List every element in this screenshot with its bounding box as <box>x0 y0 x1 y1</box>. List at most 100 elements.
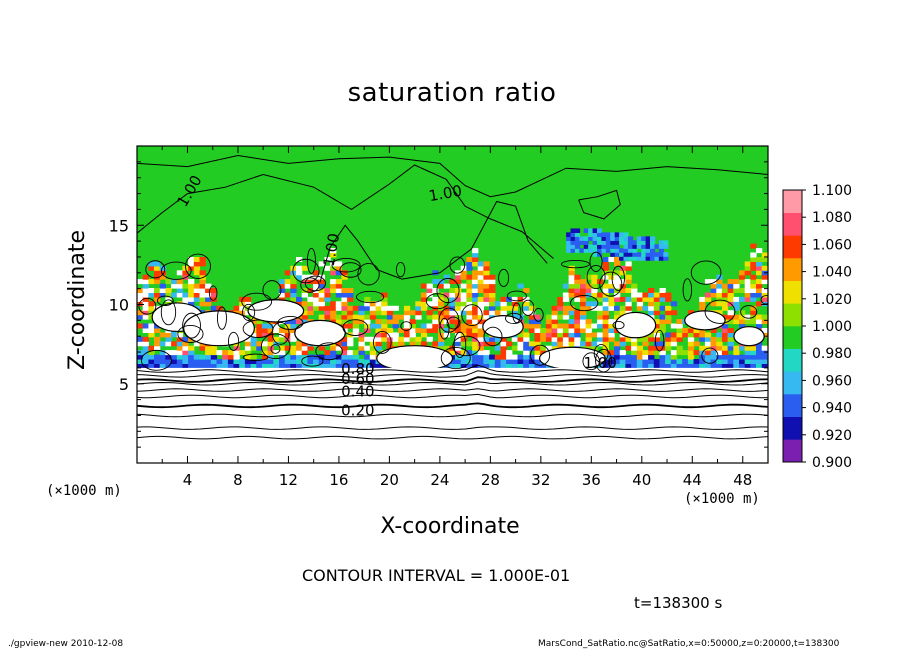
heatmap-cell <box>330 354 337 360</box>
heatmap-cell <box>193 270 201 276</box>
heatmap-cell <box>233 350 240 356</box>
heatmap-cell <box>267 328 274 333</box>
heatmap-cell <box>585 336 592 342</box>
heatmap-cell <box>313 283 320 289</box>
heatmap-cell <box>756 319 763 325</box>
heatmap-cell <box>744 314 751 320</box>
contour-loop <box>160 261 192 280</box>
heatmap-cell <box>744 363 751 369</box>
heatmap-cell <box>477 359 484 364</box>
heatmap-cell <box>602 328 609 333</box>
heatmap-cell <box>588 236 594 241</box>
heatmap-cell <box>239 363 246 369</box>
heatmap-cell <box>750 363 757 369</box>
heatmap-cell <box>182 270 189 276</box>
heatmap-cell <box>580 341 587 347</box>
heatmap-cell <box>296 257 303 262</box>
heatmap-cell <box>210 292 218 298</box>
heatmap-cell <box>534 323 541 329</box>
heatmap-cell <box>756 292 763 298</box>
heatmap-cell <box>636 296 644 302</box>
heatmap-cell <box>489 354 496 360</box>
heatmap-cell <box>182 336 189 342</box>
heatmap-cell <box>352 319 360 325</box>
heatmap-cell <box>438 345 445 351</box>
heatmap-cell <box>279 363 286 369</box>
heatmap-cell <box>744 283 751 289</box>
heatmap-cell <box>602 363 609 369</box>
heatmap-cell <box>659 305 666 311</box>
contour-loop <box>182 312 201 339</box>
heatmap-cell <box>663 256 669 261</box>
heatmap-cell <box>670 354 678 360</box>
heatmap-cell <box>574 296 581 302</box>
heatmap-cell <box>301 314 308 320</box>
heatmap-cell <box>623 232 629 237</box>
heatmap-cell <box>432 323 439 329</box>
heatmap-cell <box>449 301 456 307</box>
heatmap-cell <box>432 279 439 285</box>
heatmap-cell <box>324 292 331 298</box>
contour-loop <box>446 316 461 330</box>
heatmap-cell <box>142 274 149 280</box>
heatmap-cell <box>648 363 655 369</box>
heatmap-cell <box>591 288 598 293</box>
heatmap-cell <box>267 323 274 329</box>
heatmap-cell <box>364 305 371 311</box>
heatmap-cell <box>489 296 496 302</box>
contour-line <box>137 393 768 399</box>
heatmap-cell <box>341 288 348 293</box>
heatmap-cell <box>483 274 490 280</box>
heatmap-cell <box>562 310 570 316</box>
heatmap-cell <box>580 288 587 293</box>
colorbar-swatch <box>783 280 802 304</box>
heatmap-cell <box>761 288 768 293</box>
heatmap-cell <box>477 341 484 347</box>
heatmap-cell <box>727 283 734 289</box>
heatmap-cell <box>244 359 252 364</box>
heatmap-cell <box>352 359 360 364</box>
heatmap-cell <box>227 359 235 364</box>
heatmap-cell <box>386 310 394 316</box>
supersaturated-region <box>294 319 346 347</box>
heatmap-cell <box>596 244 603 249</box>
heatmap-cell <box>642 296 649 302</box>
heatmap-cell <box>426 283 433 289</box>
y-tick-label: 15 <box>109 216 129 235</box>
heatmap-cell <box>472 314 479 320</box>
heatmap-cell <box>290 359 297 364</box>
heatmap-cell <box>381 310 388 316</box>
heatmap-cell <box>597 314 604 320</box>
y-axis-label: Z-coordinate <box>65 230 90 370</box>
heatmap-cell <box>318 363 325 369</box>
heatmap-cell <box>296 296 303 302</box>
heatmap-cell <box>676 319 683 325</box>
heatmap-cell <box>574 310 581 316</box>
heatmap-cell <box>330 283 337 289</box>
heatmap-cell <box>605 232 612 237</box>
heatmap-cell <box>625 296 632 302</box>
heatmap-cell <box>364 363 371 369</box>
heatmap-cell <box>318 314 325 320</box>
heatmap-cell <box>523 301 530 307</box>
heatmap-cell <box>585 323 592 329</box>
contour-line <box>137 164 554 259</box>
heatmap-cell <box>137 336 144 342</box>
heatmap-cell <box>580 314 587 320</box>
heatmap-cell <box>619 336 626 342</box>
heatmap-cell <box>756 283 763 289</box>
contour-label: 1.00 <box>320 232 344 268</box>
heatmap-cell <box>648 292 655 298</box>
heatmap-cell <box>557 336 564 342</box>
heatmap-cell <box>477 261 484 267</box>
heatmap-cell <box>290 332 297 338</box>
heatmap-cell <box>636 301 644 307</box>
heatmap-cell <box>301 292 308 298</box>
heatmap-cell <box>710 279 717 285</box>
heatmap-cell <box>566 232 572 237</box>
heatmap-cell <box>517 345 524 351</box>
heatmap-cell <box>721 292 729 298</box>
heatmap-cell <box>670 341 678 347</box>
heatmap-cell <box>182 350 189 356</box>
heatmap-cell <box>324 288 331 293</box>
